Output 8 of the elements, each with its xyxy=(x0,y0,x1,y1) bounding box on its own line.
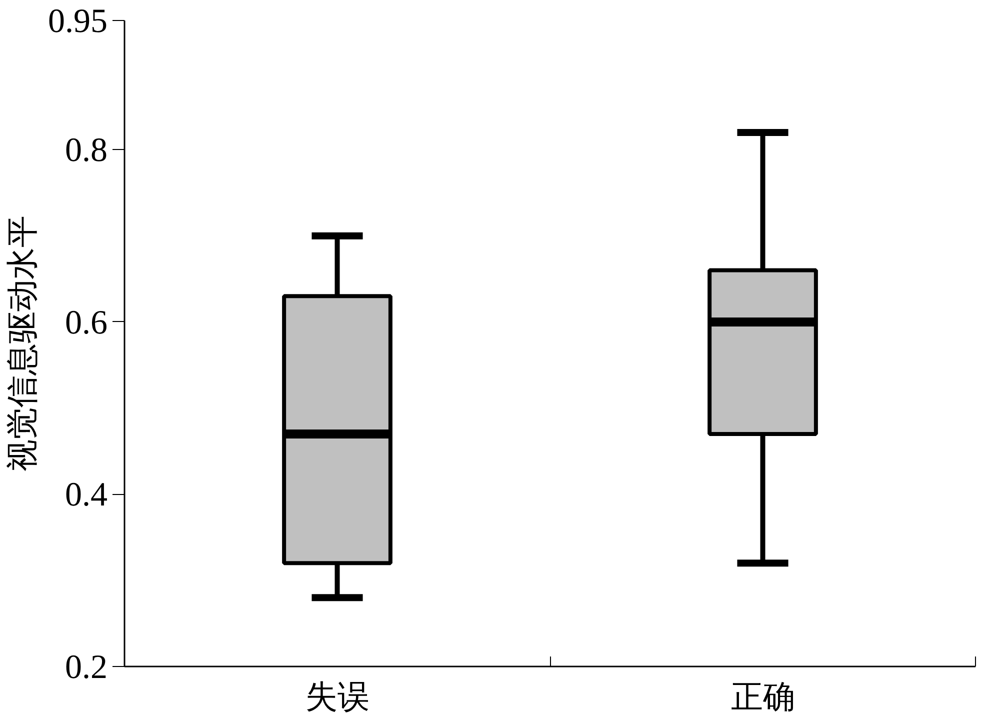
y-axis-title: 视觉信息驱动水平 xyxy=(4,216,40,472)
y-tick-label: 0.95 xyxy=(48,3,108,40)
y-tick-label: 0.4 xyxy=(65,476,108,514)
y-tick-label: 0.8 xyxy=(65,132,108,170)
x-tick-label: 失误 xyxy=(305,678,370,716)
y-tick-label: 0.6 xyxy=(65,304,108,342)
x-tick-label: 正确 xyxy=(730,678,795,716)
y-tick-label: 0.2 xyxy=(65,649,108,686)
